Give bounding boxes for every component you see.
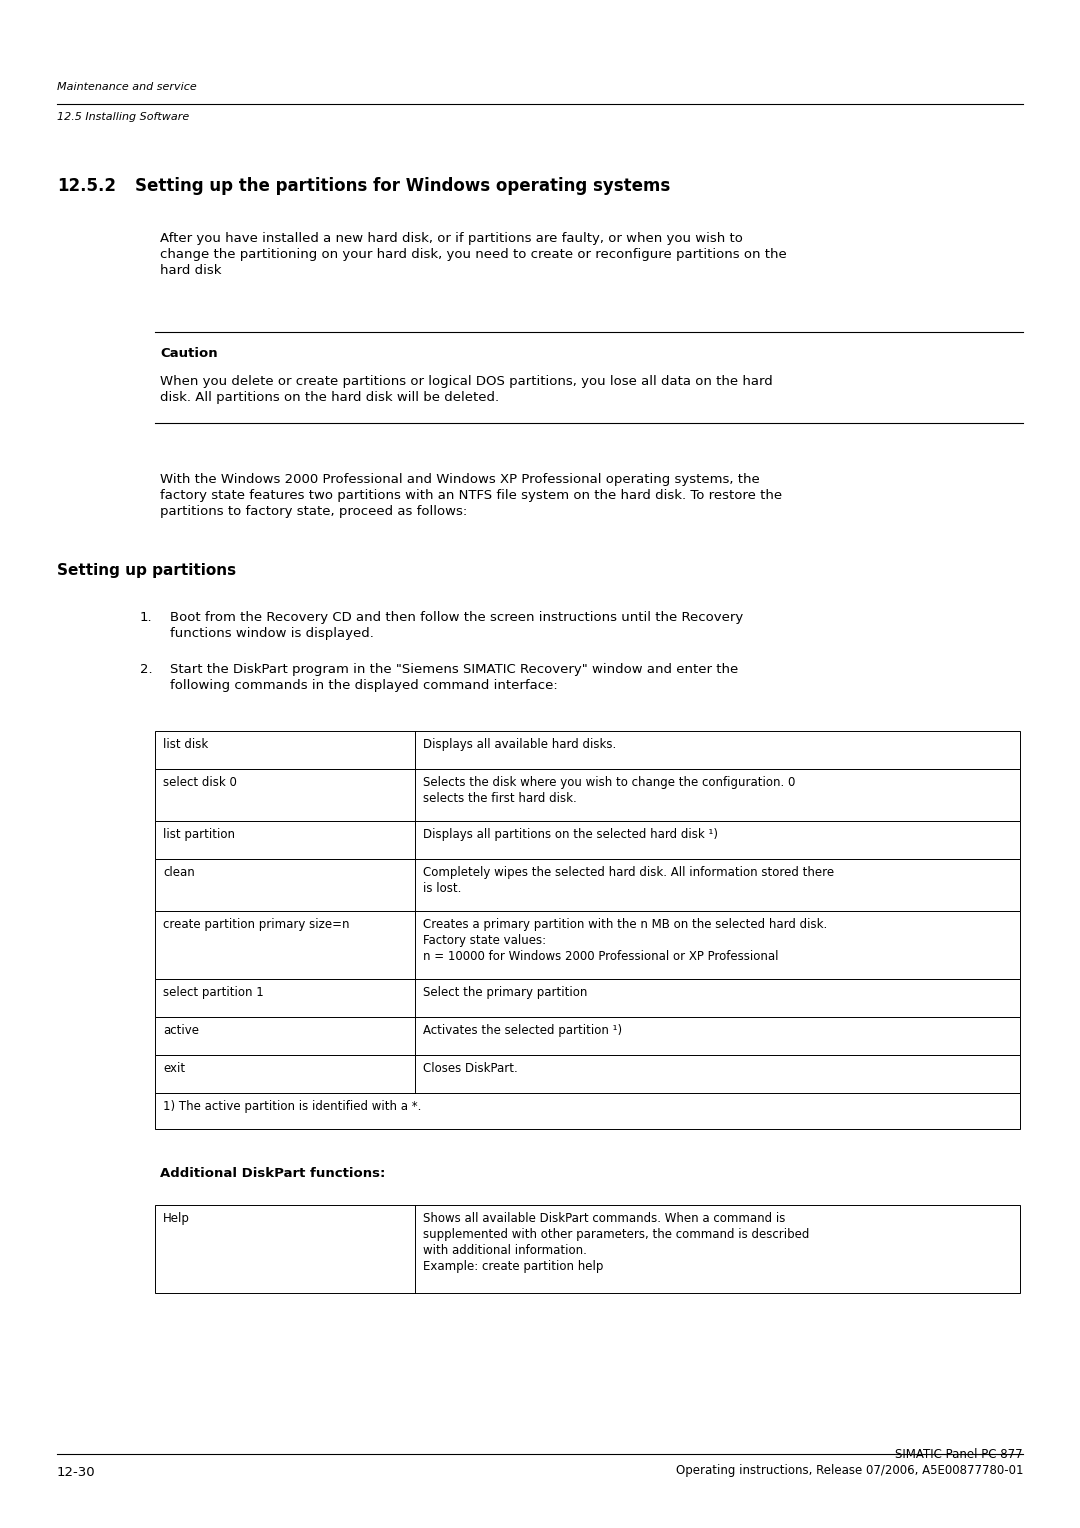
Text: Caution: Caution — [160, 347, 218, 361]
Bar — [156, 1206, 1020, 1293]
Bar — [156, 1093, 1020, 1129]
Text: list partition: list partition — [163, 828, 235, 840]
Text: Closes DiskPart.: Closes DiskPart. — [423, 1062, 517, 1076]
Text: 2.: 2. — [140, 663, 152, 675]
Text: active: active — [163, 1024, 199, 1038]
Text: After you have installed a new hard disk, or if partitions are faulty, or when y: After you have installed a new hard disk… — [160, 232, 786, 277]
Text: When you delete or create partitions or logical DOS partitions, you lose all dat: When you delete or create partitions or … — [160, 374, 773, 403]
Text: Start the DiskPart program in the "Siemens SIMATIC Recovery" window and enter th: Start the DiskPart program in the "Sieme… — [170, 663, 739, 692]
Text: clean: clean — [163, 866, 194, 879]
Bar — [156, 1018, 1020, 1054]
Text: select partition 1: select partition 1 — [163, 986, 264, 999]
Text: SIMATIC Panel PC 877: SIMATIC Panel PC 877 — [895, 1449, 1023, 1461]
Bar — [156, 769, 1020, 821]
Text: Completely wipes the selected hard disk. All information stored there
is lost.: Completely wipes the selected hard disk.… — [423, 866, 834, 895]
Bar — [156, 730, 1020, 769]
Text: Displays all available hard disks.: Displays all available hard disks. — [423, 738, 617, 750]
Text: Shows all available DiskPart commands. When a command is
supplemented with other: Shows all available DiskPart commands. W… — [423, 1212, 809, 1273]
Text: 1) The active partition is identified with a *.: 1) The active partition is identified wi… — [163, 1100, 421, 1112]
Bar — [156, 911, 1020, 979]
Text: 12.5.2: 12.5.2 — [57, 177, 116, 196]
Text: Boot from the Recovery CD and then follow the screen instructions until the Reco: Boot from the Recovery CD and then follo… — [170, 611, 743, 640]
Bar — [156, 1054, 1020, 1093]
Text: Operating instructions, Release 07/2006, A5E00877780-01: Operating instructions, Release 07/2006,… — [675, 1464, 1023, 1478]
Text: 1.: 1. — [140, 611, 152, 623]
Text: exit: exit — [163, 1062, 185, 1076]
Text: create partition primary size=n: create partition primary size=n — [163, 918, 350, 931]
Text: Maintenance and service: Maintenance and service — [57, 83, 197, 92]
Text: select disk 0: select disk 0 — [163, 776, 237, 788]
Text: Creates a primary partition with the n MB on the selected hard disk.
Factory sta: Creates a primary partition with the n M… — [423, 918, 827, 963]
Text: Displays all partitions on the selected hard disk ¹): Displays all partitions on the selected … — [423, 828, 718, 840]
Bar — [156, 859, 1020, 911]
Text: Selects the disk where you wish to change the configuration. 0
selects the first: Selects the disk where you wish to chang… — [423, 776, 795, 805]
Text: Setting up the partitions for Windows operating systems: Setting up the partitions for Windows op… — [135, 177, 671, 196]
Text: Activates the selected partition ¹): Activates the selected partition ¹) — [423, 1024, 622, 1038]
Text: With the Windows 2000 Professional and Windows XP Professional operating systems: With the Windows 2000 Professional and W… — [160, 474, 782, 518]
Text: list disk: list disk — [163, 738, 208, 750]
Text: 12.5 Installing Software: 12.5 Installing Software — [57, 112, 189, 122]
Bar — [156, 979, 1020, 1018]
Text: Setting up partitions: Setting up partitions — [57, 562, 237, 578]
Text: Help: Help — [163, 1212, 190, 1225]
Text: Select the primary partition: Select the primary partition — [423, 986, 588, 999]
Bar — [156, 821, 1020, 859]
Text: Additional DiskPart functions:: Additional DiskPart functions: — [160, 1167, 386, 1180]
Text: 12-30: 12-30 — [57, 1465, 96, 1479]
